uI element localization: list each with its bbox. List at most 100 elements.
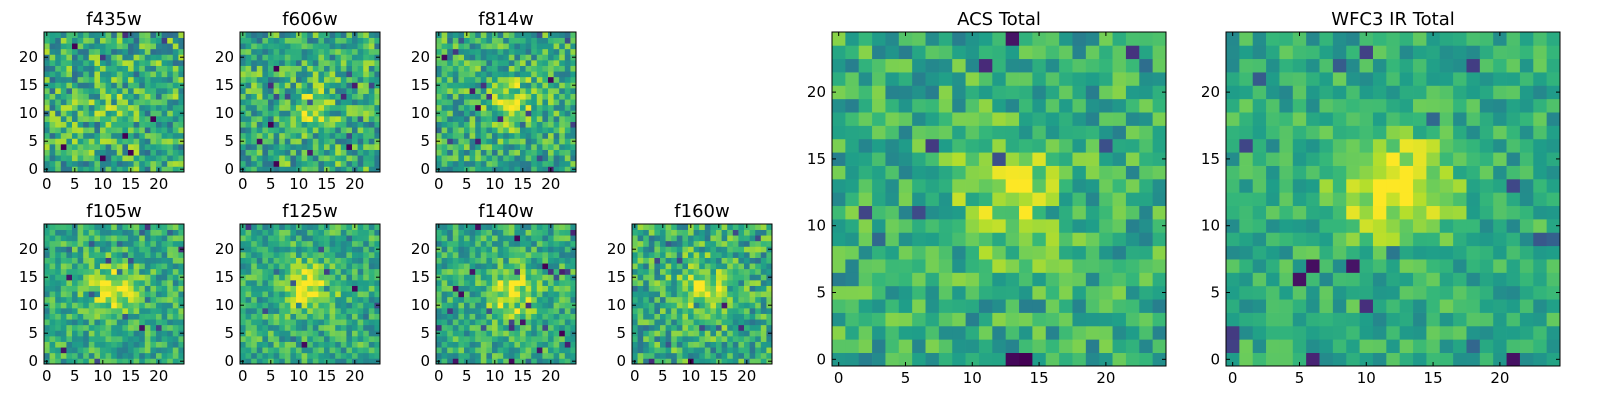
heatmap-cell <box>55 319 62 326</box>
heatmap-cell <box>760 252 767 258</box>
x-tick-label: 10 <box>289 175 308 193</box>
heatmap-cell <box>475 138 482 145</box>
heatmap-cell <box>167 285 174 292</box>
heatmap-cell <box>699 235 706 242</box>
heatmap-cell <box>475 352 482 359</box>
heatmap-cell <box>514 336 521 342</box>
heatmap-cell <box>749 336 756 342</box>
heatmap-cell <box>727 285 734 292</box>
heatmap-cell <box>520 319 526 326</box>
heatmap-cell <box>156 257 162 264</box>
heatmap-cell <box>531 240 538 247</box>
heatmap-cell <box>312 48 319 55</box>
heatmap-cell <box>144 127 151 134</box>
heatmap-cell <box>161 54 168 61</box>
heatmap-cell <box>44 352 50 359</box>
heatmap-cell <box>508 280 515 286</box>
heatmap-cell <box>167 110 174 117</box>
heatmap-cell <box>760 285 767 292</box>
heatmap-cell <box>525 336 532 342</box>
heatmap-cell <box>150 336 157 342</box>
heatmap-cell <box>105 132 112 139</box>
heatmap-cell <box>514 37 521 44</box>
heatmap-cell <box>469 291 476 298</box>
heatmap-cell <box>671 280 678 286</box>
heatmap-cell <box>548 149 554 156</box>
heatmap-cell <box>100 88 106 94</box>
heatmap-cell <box>447 274 454 281</box>
heatmap-cell <box>531 48 538 55</box>
heatmap-cell <box>480 93 487 100</box>
heatmap-cell <box>44 155 50 162</box>
heatmap-cell <box>514 155 521 162</box>
heatmap-cell <box>94 155 101 162</box>
heatmap-cell <box>665 296 672 303</box>
heatmap-cell <box>307 246 314 253</box>
heatmap-cell <box>55 71 62 78</box>
heatmap-cell <box>318 54 325 61</box>
heatmap-cell <box>296 127 302 134</box>
heatmap-cell <box>144 54 151 61</box>
heatmap-cell <box>335 296 342 303</box>
heatmap-cell <box>671 347 678 354</box>
heatmap-cell <box>503 341 510 348</box>
heatmap-cell <box>693 358 700 365</box>
heatmap-cell <box>564 224 571 230</box>
heatmap-cell <box>279 54 286 61</box>
y-tick-label: 20 <box>215 48 234 66</box>
heatmap-cell <box>279 358 286 365</box>
heatmap-cell <box>721 274 728 281</box>
heatmap-cell <box>150 60 157 66</box>
heatmap-cell <box>436 308 442 314</box>
heatmap-cell <box>1072 165 1087 180</box>
heatmap-cell <box>436 155 442 162</box>
heatmap-cell <box>978 152 993 166</box>
heatmap-cell <box>144 82 151 89</box>
heatmap-cell <box>88 263 95 270</box>
heatmap-cell <box>458 229 465 236</box>
heatmap-cell <box>116 32 123 38</box>
heatmap-cell <box>290 246 297 253</box>
heatmap-cell <box>346 71 353 78</box>
heatmap-cell <box>374 32 381 38</box>
heatmap-cell <box>688 285 694 292</box>
heatmap-cell <box>536 285 543 292</box>
heatmap-cell <box>637 257 644 264</box>
heatmap-cell <box>570 65 577 72</box>
heatmap-cell <box>290 32 297 38</box>
heatmap-cell <box>475 240 482 247</box>
heatmap-cell <box>240 324 246 331</box>
heatmap-cell <box>94 341 101 348</box>
heatmap-cell <box>564 358 571 365</box>
heatmap-cell <box>447 48 454 55</box>
heatmap-cell <box>441 60 448 66</box>
heatmap-cell <box>161 32 168 38</box>
heatmap-cell <box>965 219 980 233</box>
heatmap-cell <box>738 296 745 303</box>
heatmap-cell <box>133 149 140 156</box>
heatmap-cell <box>480 229 487 236</box>
heatmap-cell <box>55 296 62 303</box>
heatmap-cell <box>72 268 78 275</box>
heatmap-cell <box>475 160 482 167</box>
heatmap-cell <box>245 43 252 50</box>
heatmap-cell <box>486 65 493 72</box>
heatmap-cell <box>100 76 106 83</box>
heatmap-cell <box>452 76 459 83</box>
heatmap-cell <box>744 274 750 281</box>
heatmap-cell <box>284 257 291 264</box>
heatmap-cell <box>475 285 482 292</box>
heatmap-cell <box>721 224 728 230</box>
heatmap-cell <box>682 330 689 337</box>
heatmap-cell <box>144 144 151 150</box>
heatmap-cell <box>492 257 498 264</box>
heatmap-cell <box>340 224 347 230</box>
heatmap-cell <box>335 235 342 242</box>
heatmap-cell <box>256 313 263 320</box>
heatmap-cell <box>727 252 734 258</box>
heatmap-cell <box>441 121 448 128</box>
heatmap-cell <box>548 285 554 292</box>
heatmap-cell <box>363 121 370 128</box>
heatmap-cell <box>832 165 846 180</box>
